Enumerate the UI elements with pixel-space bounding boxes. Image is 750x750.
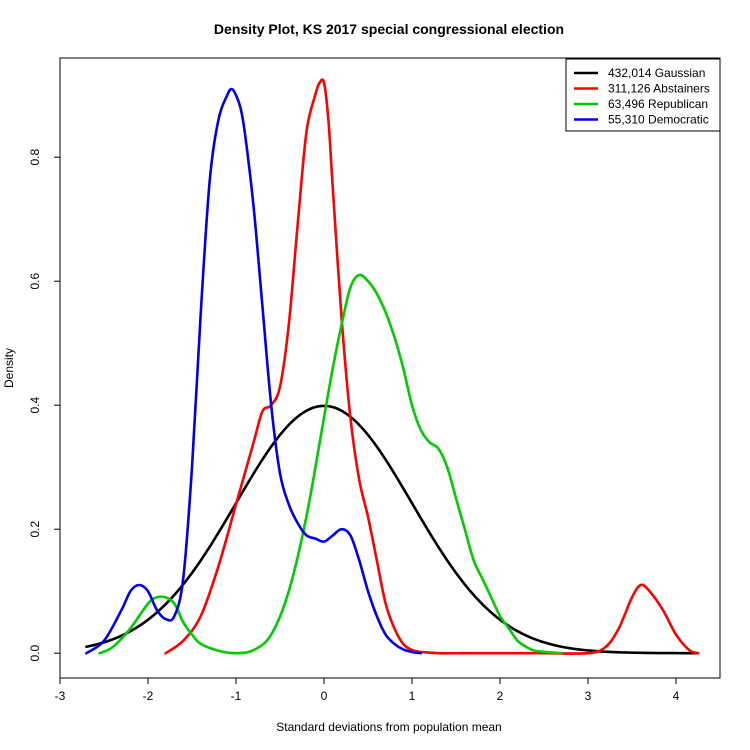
y-tick-label: 0.2	[28, 521, 42, 538]
legend-label: 311,126 Abstainers	[608, 82, 710, 96]
y-axis-title: Density	[2, 348, 16, 388]
series-line-0	[85, 404, 700, 655]
chart-title: Density Plot, KS 2017 special congressio…	[214, 21, 564, 37]
x-tick-label: 3	[585, 689, 592, 703]
series-line-2	[98, 273, 563, 655]
x-tick-label: 1	[409, 689, 416, 703]
x-tick-label: 0	[321, 689, 328, 703]
x-tick-label: -2	[143, 689, 154, 703]
y-tick-label: 0.8	[28, 149, 42, 166]
x-axis: -3 -2 -1 0 1 2 3 4	[55, 678, 680, 703]
legend-label: 63,496 Republican	[608, 97, 708, 111]
legend-label: 432,014 Gaussian	[608, 66, 705, 80]
plot-frame	[59, 57, 721, 679]
x-axis-title: Standard deviations from population mean	[276, 720, 501, 734]
series-line-1	[164, 78, 700, 655]
legend-label: 55,310 Democratic	[608, 113, 709, 127]
y-tick-label: 0.6	[28, 273, 42, 290]
y-tick-label: 0.4	[28, 397, 42, 414]
x-tick-label: 2	[497, 689, 504, 703]
density-curves	[85, 78, 700, 655]
x-tick-label: -3	[55, 689, 66, 703]
series-line-3	[85, 87, 423, 655]
y-axis: 0.0 0.2 0.4 0.6 0.8	[28, 149, 60, 662]
x-tick-label: -1	[231, 689, 242, 703]
legend: 432,014 Gaussian 311,126 Abstainers63,496…	[565, 58, 721, 132]
y-tick-label: 0.0	[28, 645, 42, 662]
x-tick-label: 4	[673, 689, 680, 703]
